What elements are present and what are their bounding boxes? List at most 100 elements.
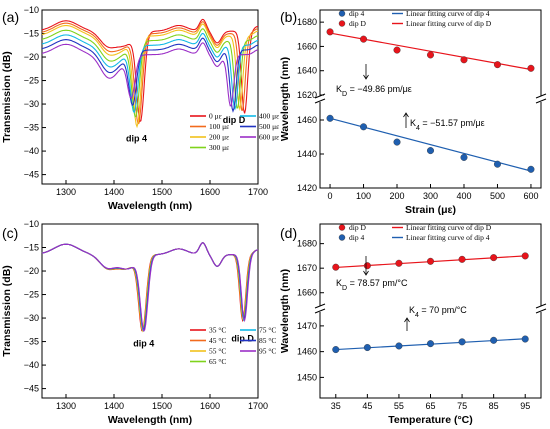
panel-label: (d) [280,225,297,241]
series-line [41,32,259,114]
panel-label: (a) [2,9,19,25]
legend-entry: 65 °C [209,357,226,366]
x-tick-label: 85 [489,401,499,411]
annotation-arrowhead [363,270,369,276]
y-axis-label: Wavelength (nm) [279,269,291,353]
y-tick-label: −25 [24,290,39,300]
data-point [427,147,435,155]
x-tick-label: 200 [389,191,404,201]
x-tick-label: 1500 [152,401,172,411]
legend-entry: Linear fitting curve of dip 4 [406,233,490,242]
data-point [490,254,498,262]
y-tick-label: 1620 [297,90,317,100]
data-point [460,153,468,161]
dip-annotation: dip 4 [133,338,154,348]
y-tick-label: −15 [24,243,39,253]
data-point [427,257,435,265]
sensitivity-annotation: KD = −49.86 pm/με [336,84,412,98]
dip-annotation: dip 4 [126,134,147,144]
legend-marker [338,20,346,27]
series-line [41,21,259,125]
annotation-value: = −49.86 pm/με [347,84,412,94]
axis-break-gap [537,306,545,312]
chart-panel-b: 0 100 200 300 400 500 600 1620 1640 1660 1680 1420 1… [279,9,547,216]
legend-entry: 0 με [209,112,222,121]
legend-entry: 35 °C [209,326,226,335]
data-point [332,263,340,271]
sensitivity-annotation: KD = 78.57 pm/°C [336,278,408,292]
x-tick-label: 1300 [56,401,76,411]
x-axis-label: Wavelength (nm) [108,414,192,426]
legend-marker [338,10,346,17]
axis-break-gap [316,306,324,312]
axis-break-mark [314,308,326,314]
y-tick-label: 1680 [297,17,317,27]
axis-break-mark [535,303,547,309]
x-tick-label: 95 [520,401,530,411]
dip-annotation: dip D [223,115,246,125]
data-point [527,165,535,173]
legend-marker [338,234,346,241]
legend-entry: Linear fitting curve of dip D [406,223,492,232]
y-tick-label: −10 [24,5,39,15]
y-tick-label: 1460 [297,347,317,357]
legend-entry: dip D [349,19,366,28]
y-tick-label: 1440 [297,149,317,159]
data-point [521,335,529,343]
annotation-value: = 70 pm/°C [419,305,467,315]
chart-panel-a: 1300 1400 1500 1600 1700 −10 −15 −20 −25 −30 −35 −4… [1,5,279,212]
axis-break-mark [535,308,547,314]
annotation-value: = −51.57 pm/με [420,118,485,128]
data-point [363,344,371,352]
y-tick-label: −30 [24,99,39,109]
data-point [527,64,535,72]
x-tick-label: 400 [456,191,471,201]
annotation-value: = 78.57 pm/°C [347,278,408,288]
y-tick-label: −45 [24,384,39,394]
plot-frame [41,223,259,399]
y-tick-label: 1670 [297,263,317,273]
x-tick-label: 1400 [104,401,124,411]
series-line [41,37,259,113]
y-tick-label: −40 [24,146,39,156]
y-tick-label: 1470 [297,321,317,331]
data-point [458,338,466,346]
sensitivity-annotation: K4 = 70 pm/°C [409,305,467,319]
dip-annotation: dip D [231,334,254,344]
data-point [427,340,435,348]
annotation-subscript: D [342,91,347,98]
annotation-k: K [336,278,342,288]
data-point [326,28,334,36]
y-tick-label: 1640 [297,66,317,76]
sensitivity-annotation: K4 = −51.57 pm/με [410,118,485,132]
y-tick-label: 1460 [297,115,317,125]
axis-break-gap [316,96,324,102]
y-tick-label: −10 [24,219,39,229]
legend-entry: 85 °C [259,336,276,345]
annotation-k: K [336,84,342,94]
series-line [41,23,259,129]
x-tick-label: 0 [328,191,333,201]
legend-entry: 600 με [259,133,279,142]
x-tick-label: 1500 [152,187,172,197]
y-axis-label: Wavelength (nm) [279,57,291,141]
x-tick-label: 1700 [248,401,268,411]
y-tick-label: −35 [24,337,39,347]
y-tick-label: −45 [24,170,39,180]
legend-entry: 200 με [209,133,229,142]
axis-break-mark [314,303,326,309]
chart-panel-c: 1300 1400 1500 1600 1700 −10 −15 −20 −25 −30 −35 −4… [1,219,276,426]
x-axis-label: Wavelength (nm) [108,200,192,212]
annotation-arrowhead [403,112,409,118]
data-point [360,123,368,131]
y-tick-label: 1660 [297,288,317,298]
plot-frame [41,9,259,185]
axis-break-mark [314,98,326,104]
x-tick-label: 1600 [200,401,220,411]
legend-entry: dip 4 [349,9,364,18]
data-point [460,56,468,64]
y-tick-label: −15 [24,29,39,39]
annotation-k: K [410,118,416,128]
legend-entry: dip 4 [349,233,364,242]
annotation-subscript: D [342,285,347,292]
